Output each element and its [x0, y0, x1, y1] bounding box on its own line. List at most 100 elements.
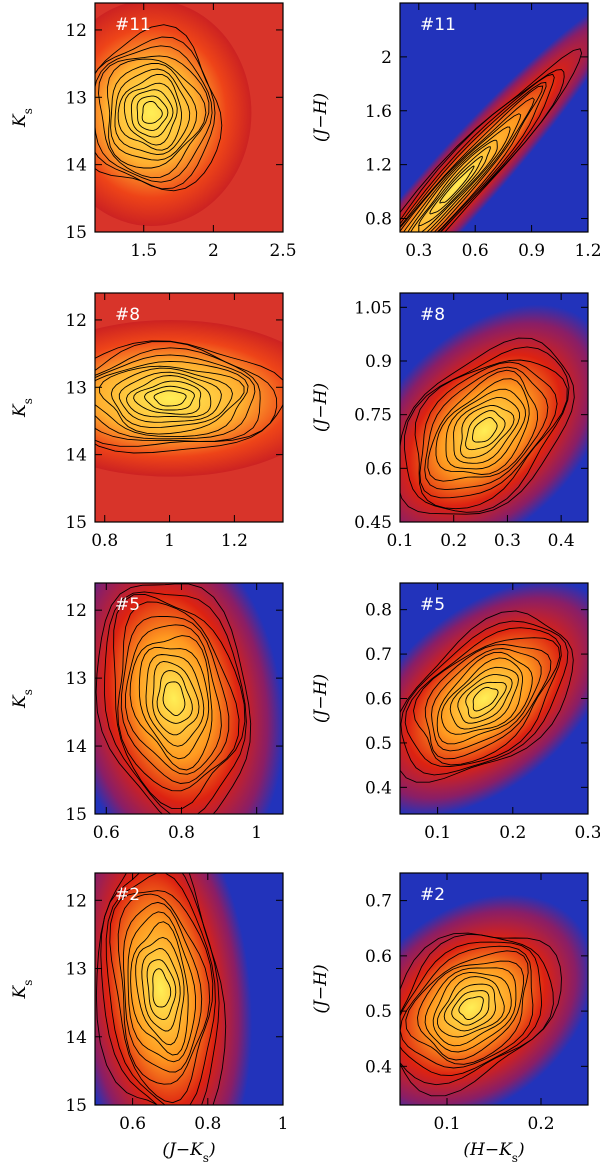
y-tick-label: 0.6: [365, 947, 392, 967]
panel-label: #11: [115, 15, 151, 35]
contour-line: [458, 996, 484, 1020]
contour-line: [400, 85, 544, 232]
x-tick-label: 1: [278, 1114, 289, 1134]
y-tick-label: 14: [65, 737, 87, 757]
contour-line: [106, 58, 207, 169]
contour-line: [95, 340, 283, 454]
contour-line: [465, 410, 506, 451]
contour-line: [400, 941, 543, 1077]
x-tick-label: 0.1: [433, 1114, 460, 1134]
contour-line: [424, 967, 517, 1053]
contour-line: [400, 610, 574, 783]
contour-line: [99, 365, 245, 435]
contour-line: [95, 360, 249, 438]
contour-line: [427, 369, 539, 482]
y-tick-label: 15: [65, 223, 87, 243]
contour-line: [127, 911, 197, 1063]
x-axis-label: (H−Ks): [463, 1140, 524, 1165]
x-tick-label: 0.1: [386, 531, 413, 551]
contour-line: [441, 657, 523, 735]
density-map: [95, 873, 252, 1105]
panel-2: 0.3 0.6 0.9 1.2 0.8 1.2 1.6 2 #11 (J−H): [311, 2, 600, 261]
contour-line: [445, 388, 526, 470]
y-axis-label: Ks: [10, 980, 35, 1000]
contour-line: [120, 615, 230, 784]
contour-line: [407, 126, 511, 232]
contour-line: [410, 139, 498, 232]
contour-line: [98, 55, 210, 179]
contour-line: [400, 48, 583, 232]
contour-line: [472, 686, 499, 712]
contour-line: [443, 983, 496, 1032]
x-tick-label: 2: [208, 241, 219, 261]
contour-line: [138, 647, 210, 760]
contour-line: [465, 681, 507, 719]
contour-line: [152, 661, 200, 736]
contour-line: [125, 624, 222, 775]
contour-line: [162, 681, 186, 717]
contour-line: [432, 971, 512, 1047]
y-tick-label: 0.4: [365, 1057, 392, 1077]
panel-label: #5: [115, 595, 140, 615]
contour-line: [418, 146, 491, 227]
contour-line: [129, 635, 213, 771]
contour-line: [403, 113, 522, 232]
contour-line: [95, 354, 256, 440]
panel-label: #8: [420, 305, 445, 325]
x-tick-label: 0.6: [93, 823, 120, 843]
contour-line: [403, 346, 570, 513]
contour-line: [451, 990, 490, 1026]
contour-line: [417, 960, 524, 1061]
contour-line: [400, 337, 575, 515]
contour-line: [424, 643, 552, 760]
contour-line: [457, 674, 513, 724]
x-tick-label: 0.8: [168, 823, 195, 843]
x-tick-label: 0.6: [462, 241, 489, 261]
plot-frame: [94, 2, 284, 233]
contour-line: [118, 371, 222, 423]
plot-frame: [94, 292, 284, 523]
contour-line: [459, 405, 515, 459]
contour-line: [404, 627, 562, 767]
y-axis-label: Ks: [10, 108, 35, 128]
contour-line: [424, 366, 549, 491]
y-tick-label: 0.7: [365, 645, 392, 665]
x-tick-label: 0.3: [494, 531, 521, 551]
contour-line: [136, 95, 169, 131]
plot-frame: [94, 582, 284, 815]
contour-line: [122, 901, 203, 1073]
x-tick-label: 1.2: [574, 241, 600, 261]
contour-line: [103, 591, 247, 814]
contour-line: [156, 670, 193, 724]
contour-line: [117, 601, 240, 792]
y-axis-label: (J−H): [311, 674, 331, 723]
contour-line: [110, 367, 233, 429]
panel-7: 0.6 0.8 1 12 13 14 15 #2 Ks (J−Ks): [10, 872, 289, 1165]
density-map: [95, 583, 283, 814]
y-axis-label: (J−H): [311, 964, 331, 1013]
panel-5: 0.6 0.8 1 12 13 14 15 #5 Ks: [10, 582, 284, 843]
contour-line: [95, 873, 227, 1105]
y-axis-label: (J−H): [311, 383, 331, 432]
x-tick-label: 2.5: [269, 241, 296, 261]
contour-line: [449, 666, 519, 730]
x-tick-label: 1: [164, 531, 175, 551]
contour-line: [400, 81, 547, 232]
contour-line: [405, 950, 529, 1065]
y-tick-label: 1.6: [365, 102, 392, 122]
y-tick-label: 0.5: [365, 734, 392, 754]
contour-line: [413, 637, 561, 766]
panel-label: #2: [420, 885, 445, 905]
x-tick-label: 0.2: [527, 1114, 554, 1134]
contour-line: [400, 73, 555, 232]
x-tick-label: 0.2: [440, 531, 467, 551]
contour-line: [145, 654, 205, 747]
plot-frame: [94, 872, 284, 1106]
contour-line: [95, 583, 252, 814]
contour-line: [113, 593, 246, 809]
contour-line: [123, 82, 178, 146]
y-tick-label: 0.8: [365, 601, 392, 621]
contour-line: [146, 959, 177, 1020]
plot-frame: [399, 292, 589, 523]
